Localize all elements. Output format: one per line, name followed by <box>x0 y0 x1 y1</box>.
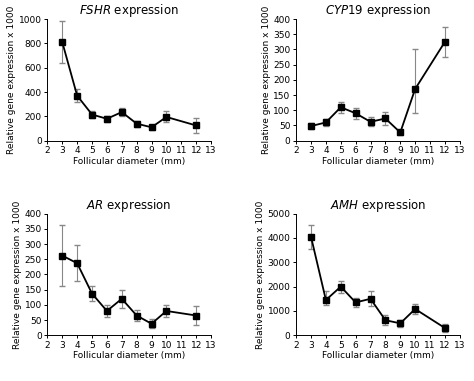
Y-axis label: Relative gene expression x 1000: Relative gene expression x 1000 <box>256 200 265 349</box>
Title: $\it{CYP19}$ expression: $\it{CYP19}$ expression <box>325 2 431 19</box>
X-axis label: Follicular diameter (mm): Follicular diameter (mm) <box>322 351 434 360</box>
Y-axis label: Relative gene expression x 1000: Relative gene expression x 1000 <box>7 6 16 154</box>
Y-axis label: Relative gene expression x 1000: Relative gene expression x 1000 <box>13 200 22 349</box>
Title: $\it{AMH}$ expression: $\it{AMH}$ expression <box>330 197 426 214</box>
X-axis label: Follicular diameter (mm): Follicular diameter (mm) <box>73 157 185 166</box>
Y-axis label: Relative gene expression x 1000: Relative gene expression x 1000 <box>262 6 271 154</box>
Title: $\it{AR}$ expression: $\it{AR}$ expression <box>86 197 172 214</box>
X-axis label: Follicular diameter (mm): Follicular diameter (mm) <box>322 157 434 166</box>
X-axis label: Follicular diameter (mm): Follicular diameter (mm) <box>73 351 185 360</box>
Title: $\it{FSHR}$ expression: $\it{FSHR}$ expression <box>79 2 179 19</box>
